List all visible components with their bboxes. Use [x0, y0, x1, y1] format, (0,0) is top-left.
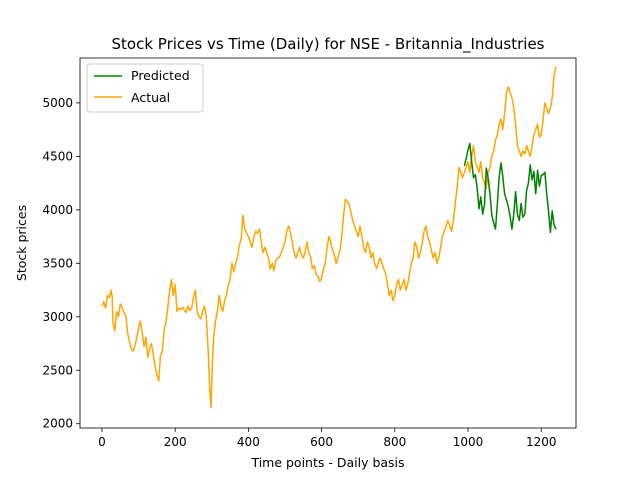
y-axis-label: Stock prices — [14, 205, 29, 281]
x-tick-label: 1000 — [453, 435, 484, 449]
x-axis-label: Time points - Daily basis — [250, 455, 404, 470]
x-tick-label: 800 — [383, 435, 406, 449]
y-tick-label: 3500 — [42, 256, 73, 270]
x-tick-label: 200 — [164, 435, 187, 449]
x-tick-label: 600 — [310, 435, 333, 449]
legend: Predicted Actual — [86, 63, 204, 113]
y-tick-label: 3000 — [42, 310, 73, 324]
y-tick-label: 2000 — [42, 417, 73, 431]
series-line-predicted — [463, 142, 557, 234]
y-axis-ticks: 2000 2500 3000 3500 4000 4500 5000 — [42, 96, 80, 431]
x-tick-label: 1200 — [526, 435, 557, 449]
series-layer — [101, 66, 557, 409]
chart-title: Stock Prices vs Time (Daily) for NSE - B… — [112, 35, 545, 54]
y-tick-label: 4500 — [42, 149, 73, 163]
y-tick-label: 2500 — [42, 363, 73, 377]
axes-frame — [79, 57, 577, 429]
x-tick-label: 400 — [237, 435, 260, 449]
x-tick-label: 0 — [98, 435, 106, 449]
y-tick-label: 4000 — [42, 203, 73, 217]
x-axis-ticks: 0 200 400 600 800 1000 1200 — [98, 428, 556, 449]
y-tick-label: 5000 — [42, 96, 73, 110]
legend-label-actual: Actual — [131, 90, 170, 105]
plot-area: 0 200 400 600 800 1000 1200 2000 2500 3000 3500 40… — [42, 57, 577, 449]
series-line-actual — [101, 66, 557, 409]
legend-label-predicted: Predicted — [131, 68, 190, 83]
